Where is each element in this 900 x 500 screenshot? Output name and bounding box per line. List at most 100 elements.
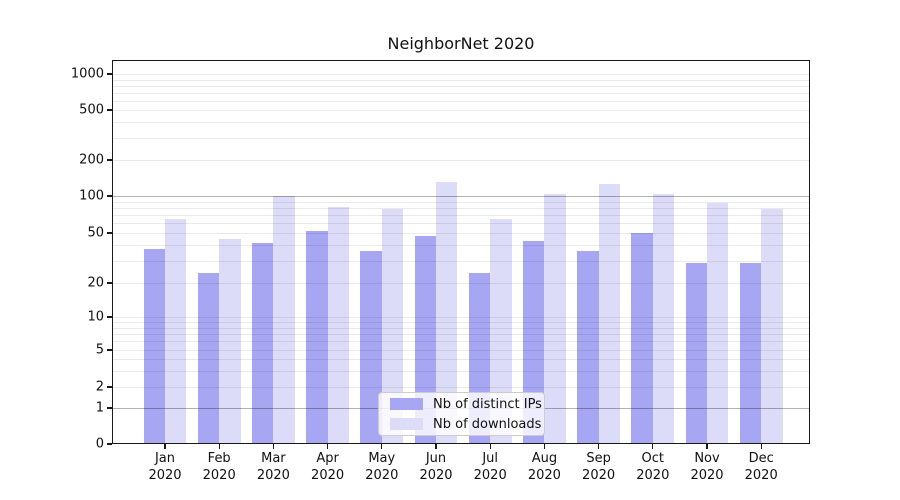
gridline-9 bbox=[112, 322, 810, 323]
gridline-7 bbox=[112, 334, 810, 335]
x-tick-mark-jul bbox=[489, 444, 491, 449]
gridline-900 bbox=[112, 79, 810, 81]
x-tick-label-mar: Mar 2020 bbox=[256, 451, 290, 483]
gridline-5 bbox=[112, 350, 810, 351]
gridline-2 bbox=[112, 387, 810, 388]
bar-downloads-jun bbox=[436, 182, 458, 444]
gridline-700 bbox=[112, 92, 810, 94]
legend-row-downloads: Nb of downloads bbox=[387, 417, 541, 432]
bar-distinct-ips-oct bbox=[631, 233, 653, 444]
x-tick-label-nov: Nov 2020 bbox=[690, 451, 724, 483]
x-tick-label-aug: Aug 2020 bbox=[527, 451, 561, 483]
x-tick-mark-nov bbox=[706, 444, 708, 449]
y-tick-mark-200 bbox=[107, 159, 112, 161]
bar-distinct-ips-sep bbox=[577, 250, 599, 444]
gridline-8 bbox=[112, 327, 810, 329]
gridline-80 bbox=[112, 207, 810, 209]
gridline-500 bbox=[112, 110, 810, 111]
bar-distinct-ips-jan bbox=[143, 249, 165, 444]
x-tick-mark-apr bbox=[327, 444, 329, 449]
y-tick-mark-5 bbox=[107, 349, 112, 351]
x-tick-mark-mar bbox=[272, 444, 274, 449]
bar-downloads-sep bbox=[598, 184, 620, 444]
bar-downloads-aug bbox=[544, 193, 566, 444]
bar-distinct-ips-nov bbox=[685, 262, 707, 444]
legend-swatch-downloads bbox=[390, 418, 423, 430]
y-tick-mark-50 bbox=[107, 232, 112, 234]
bar-downloads-oct bbox=[652, 193, 675, 444]
bar-downloads-apr bbox=[327, 206, 349, 444]
y-tick-label-100: 100 bbox=[79, 188, 104, 204]
x-tick-label-may: May 2020 bbox=[365, 451, 399, 483]
y-tick-mark-10 bbox=[107, 316, 112, 318]
legend-label-downloads: Nb of downloads bbox=[433, 416, 542, 432]
bar-downloads-feb bbox=[219, 238, 241, 444]
x-tick-label-feb: Feb 2020 bbox=[202, 451, 236, 483]
gridline-60 bbox=[112, 223, 810, 225]
gridline-50 bbox=[112, 233, 810, 234]
gridline-20 bbox=[112, 283, 810, 284]
x-tick-mark-jan bbox=[164, 444, 166, 449]
gridline-70 bbox=[112, 215, 810, 216]
bar-distinct-ips-may bbox=[360, 250, 382, 444]
bar-downloads-jul bbox=[490, 219, 512, 444]
gridline-3 bbox=[112, 370, 810, 372]
y-tick-mark-2 bbox=[107, 386, 112, 388]
gridline-600 bbox=[112, 100, 810, 102]
y-tick-mark-500 bbox=[107, 109, 112, 111]
legend-label-distinct-ips: Nb of distinct IPs bbox=[433, 396, 542, 412]
y-tick-label-1: 1 bbox=[95, 400, 104, 416]
x-tick-label-apr: Apr 2020 bbox=[311, 451, 345, 483]
y-tick-label-500: 500 bbox=[79, 102, 104, 118]
y-tick-label-200: 200 bbox=[79, 152, 104, 168]
y-tick-mark-100 bbox=[107, 195, 112, 197]
x-tick-mark-dec bbox=[760, 444, 762, 449]
bar-distinct-ips-mar bbox=[252, 242, 274, 444]
legend: Nb of distinct IPs Nb of downloads bbox=[378, 392, 545, 436]
x-tick-label-dec: Dec 2020 bbox=[744, 451, 778, 483]
bar-downloads-dec bbox=[761, 209, 783, 444]
x-tick-label-sep: Sep 2020 bbox=[582, 451, 616, 483]
gridline-90 bbox=[112, 201, 810, 203]
bar-downloads-nov bbox=[707, 202, 729, 444]
x-tick-label-oct: Oct 2020 bbox=[636, 451, 670, 483]
bar-distinct-ips-feb bbox=[197, 273, 220, 444]
gridline-100 bbox=[112, 196, 810, 198]
y-tick-label-0: 0 bbox=[95, 436, 104, 452]
y-tick-mark-1 bbox=[107, 407, 112, 409]
chart-title: NeighborNet 2020 bbox=[387, 34, 535, 53]
x-tick-mark-may bbox=[381, 444, 383, 449]
gridline-300 bbox=[112, 137, 810, 139]
bar-distinct-ips-dec bbox=[739, 262, 762, 444]
bar-distinct-ips-apr bbox=[306, 230, 328, 444]
y-tick-label-20: 20 bbox=[87, 275, 104, 291]
x-tick-label-jan: Jan 2020 bbox=[148, 451, 182, 483]
y-tick-label-50: 50 bbox=[87, 225, 104, 241]
gridline-1000 bbox=[112, 74, 810, 75]
bar-downloads-mar bbox=[273, 196, 295, 444]
bar-downloads-may bbox=[381, 209, 404, 444]
gridline-400 bbox=[112, 122, 810, 124]
y-tick-label-10: 10 bbox=[87, 309, 104, 325]
x-tick-label-jun: Jun 2020 bbox=[419, 451, 453, 483]
y-tick-label-5: 5 bbox=[95, 342, 104, 358]
y-tick-label-2: 2 bbox=[95, 379, 104, 395]
gridline-30 bbox=[112, 260, 810, 262]
x-tick-label-jul: Jul 2020 bbox=[473, 451, 507, 483]
plot-area bbox=[112, 60, 810, 444]
x-tick-mark-jun bbox=[435, 444, 437, 449]
x-tick-mark-sep bbox=[598, 444, 600, 449]
gridline-200 bbox=[112, 160, 810, 161]
bar-downloads-jan bbox=[165, 219, 187, 444]
x-tick-mark-aug bbox=[543, 444, 545, 449]
y-tick-mark-20 bbox=[107, 282, 112, 284]
y-tick-mark-0 bbox=[107, 443, 112, 445]
x-tick-mark-oct bbox=[652, 444, 654, 449]
gridline-40 bbox=[112, 245, 810, 247]
x-tick-mark-feb bbox=[218, 444, 220, 449]
gridline-4 bbox=[112, 359, 810, 360]
gridline-800 bbox=[112, 85, 810, 87]
gridline-6 bbox=[112, 341, 810, 343]
y-tick-mark-1000 bbox=[107, 73, 112, 75]
